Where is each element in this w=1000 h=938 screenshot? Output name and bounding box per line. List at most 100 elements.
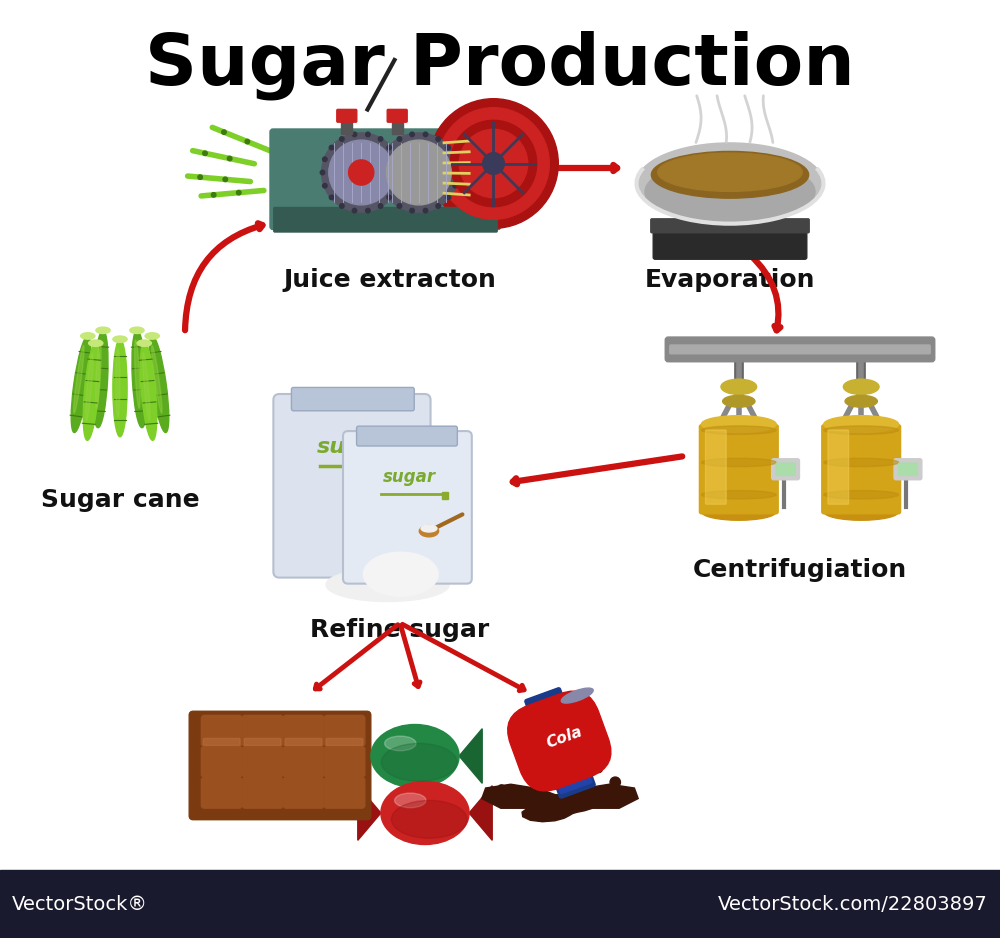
- Ellipse shape: [645, 159, 815, 223]
- Circle shape: [483, 153, 504, 174]
- Ellipse shape: [395, 793, 426, 808]
- Circle shape: [395, 184, 400, 188]
- Circle shape: [380, 184, 385, 188]
- Text: Refine sugar: Refine sugar: [310, 618, 490, 642]
- FancyBboxPatch shape: [201, 747, 242, 778]
- Circle shape: [397, 204, 402, 208]
- Ellipse shape: [701, 458, 776, 467]
- Circle shape: [397, 137, 402, 142]
- Ellipse shape: [701, 504, 776, 521]
- Circle shape: [459, 129, 528, 198]
- Polygon shape: [482, 784, 638, 822]
- FancyBboxPatch shape: [651, 219, 809, 233]
- Ellipse shape: [130, 327, 144, 334]
- Ellipse shape: [71, 336, 91, 432]
- Ellipse shape: [824, 426, 899, 434]
- FancyBboxPatch shape: [525, 688, 595, 798]
- Circle shape: [320, 171, 325, 174]
- Ellipse shape: [419, 525, 439, 537]
- Circle shape: [423, 132, 428, 137]
- FancyBboxPatch shape: [357, 426, 457, 446]
- FancyBboxPatch shape: [244, 738, 281, 746]
- Ellipse shape: [93, 330, 108, 428]
- Text: Evaporation: Evaporation: [645, 268, 815, 292]
- Ellipse shape: [89, 340, 103, 346]
- Circle shape: [366, 132, 370, 137]
- Ellipse shape: [824, 491, 899, 499]
- Circle shape: [395, 157, 400, 161]
- FancyBboxPatch shape: [828, 430, 849, 505]
- Ellipse shape: [637, 143, 824, 223]
- Ellipse shape: [116, 349, 120, 417]
- FancyBboxPatch shape: [665, 337, 935, 362]
- FancyBboxPatch shape: [189, 711, 371, 820]
- Ellipse shape: [381, 781, 469, 844]
- Ellipse shape: [74, 345, 84, 413]
- Ellipse shape: [140, 343, 157, 440]
- Polygon shape: [358, 786, 381, 840]
- FancyBboxPatch shape: [242, 778, 283, 809]
- Circle shape: [389, 195, 393, 200]
- Circle shape: [596, 766, 602, 773]
- Polygon shape: [469, 786, 492, 840]
- Circle shape: [211, 192, 216, 197]
- Ellipse shape: [149, 336, 169, 432]
- Ellipse shape: [824, 504, 899, 521]
- Circle shape: [222, 129, 226, 134]
- Circle shape: [378, 204, 383, 208]
- FancyBboxPatch shape: [653, 219, 807, 259]
- Text: VectorStock.com/22803897: VectorStock.com/22803897: [718, 895, 988, 914]
- Circle shape: [498, 785, 505, 793]
- Circle shape: [387, 195, 391, 200]
- Circle shape: [329, 195, 334, 200]
- Circle shape: [203, 151, 207, 156]
- FancyBboxPatch shape: [343, 431, 472, 583]
- Circle shape: [378, 171, 382, 174]
- Ellipse shape: [421, 525, 437, 532]
- Circle shape: [438, 108, 549, 219]
- FancyBboxPatch shape: [706, 430, 726, 505]
- Bar: [397, 461, 404, 470]
- Circle shape: [379, 133, 458, 212]
- Polygon shape: [348, 729, 371, 783]
- Ellipse shape: [723, 395, 755, 407]
- Ellipse shape: [381, 744, 457, 781]
- Circle shape: [198, 174, 202, 179]
- FancyBboxPatch shape: [283, 778, 324, 809]
- FancyBboxPatch shape: [273, 394, 431, 578]
- Ellipse shape: [83, 343, 100, 440]
- Ellipse shape: [96, 327, 110, 334]
- Circle shape: [349, 159, 374, 185]
- Circle shape: [245, 140, 250, 144]
- Circle shape: [436, 204, 440, 208]
- Circle shape: [387, 145, 391, 150]
- Ellipse shape: [86, 353, 93, 421]
- Ellipse shape: [385, 736, 416, 750]
- Circle shape: [524, 763, 531, 769]
- Ellipse shape: [843, 379, 879, 395]
- Circle shape: [610, 777, 620, 787]
- Text: Sugar cane: Sugar cane: [41, 488, 199, 512]
- FancyBboxPatch shape: [541, 729, 592, 794]
- FancyBboxPatch shape: [285, 738, 322, 746]
- Ellipse shape: [145, 333, 159, 340]
- Ellipse shape: [143, 353, 150, 421]
- Text: VectorStock®: VectorStock®: [12, 895, 148, 914]
- Ellipse shape: [326, 568, 449, 601]
- Ellipse shape: [152, 345, 162, 413]
- Ellipse shape: [824, 416, 899, 432]
- Circle shape: [340, 204, 344, 208]
- FancyBboxPatch shape: [894, 459, 922, 479]
- FancyBboxPatch shape: [270, 129, 501, 230]
- Circle shape: [450, 120, 537, 206]
- Text: Centrifugiation: Centrifugiation: [693, 558, 907, 582]
- Circle shape: [352, 208, 357, 213]
- Bar: [442, 492, 448, 499]
- Circle shape: [455, 171, 460, 174]
- Ellipse shape: [561, 688, 593, 704]
- Circle shape: [322, 133, 401, 212]
- Circle shape: [378, 137, 383, 142]
- Ellipse shape: [96, 340, 101, 408]
- FancyBboxPatch shape: [699, 425, 778, 514]
- Circle shape: [410, 132, 414, 137]
